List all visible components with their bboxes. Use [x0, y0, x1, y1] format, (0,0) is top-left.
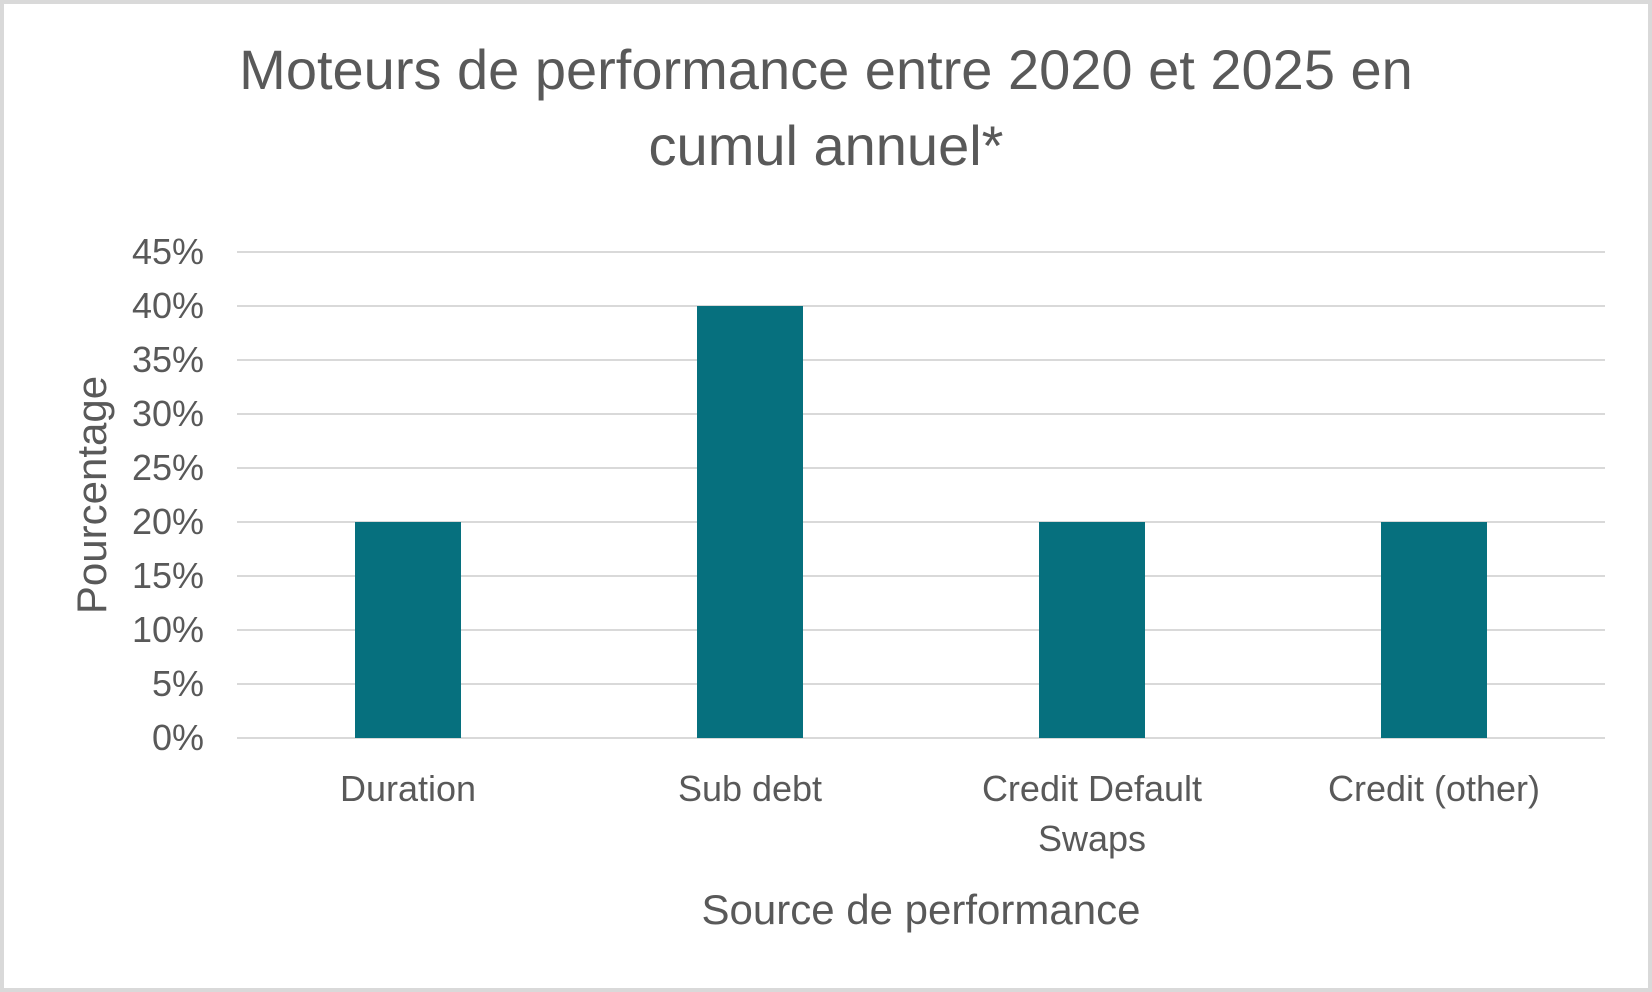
y-tick-label: 45%: [131, 231, 204, 272]
y-tick-label: 40%: [131, 285, 204, 326]
y-axis-tick-labels: 0% 5% 10% 15% 20% 25% 30% 35% 40% 45%: [4, 231, 204, 758]
gridline: [237, 575, 1605, 577]
y-tick-label: 10%: [131, 609, 204, 650]
gridline: [237, 467, 1605, 469]
y-tick-label: 25%: [131, 447, 204, 488]
gridline: [237, 683, 1605, 685]
bar-credit-other-: [1381, 522, 1487, 738]
y-tick-label: 20%: [131, 501, 204, 542]
x-category-label: Credit Default Swaps: [981, 768, 1203, 859]
x-axis-category-labels: Duration Sub debt Credit Default Swaps Cred…: [237, 764, 1605, 874]
gridline: [237, 521, 1605, 523]
chart-title-line-1: Moteurs de performance entre 2020 et 202…: [239, 38, 1413, 101]
gridline: [237, 413, 1605, 415]
bar-credit-default-swaps: [1039, 522, 1145, 738]
y-tick-label: 0%: [151, 717, 204, 758]
x-axis-title: Source de performance: [701, 886, 1141, 933]
y-tick-label: 15%: [131, 555, 204, 596]
y-tick-label: 35%: [131, 339, 204, 380]
x-category-label: Sub debt: [677, 768, 823, 809]
gridline: [237, 305, 1605, 307]
x-category-label: Duration: [339, 768, 477, 809]
chart-title-line-2: cumul annuel*: [648, 114, 1004, 177]
x-category-label: Credit (other): [1327, 768, 1541, 809]
gridline: [237, 251, 1605, 253]
gridline: [237, 359, 1605, 361]
y-tick-label: 30%: [131, 393, 204, 434]
gridline: [237, 737, 1605, 739]
plot-area: [237, 251, 1605, 739]
chart-title: Moteurs de performance entre 2020 et 202…: [4, 32, 1648, 184]
gridline: [237, 629, 1605, 631]
bar-sub-debt: [697, 306, 803, 738]
bar-duration: [355, 522, 461, 738]
y-tick-label: 5%: [151, 663, 204, 704]
